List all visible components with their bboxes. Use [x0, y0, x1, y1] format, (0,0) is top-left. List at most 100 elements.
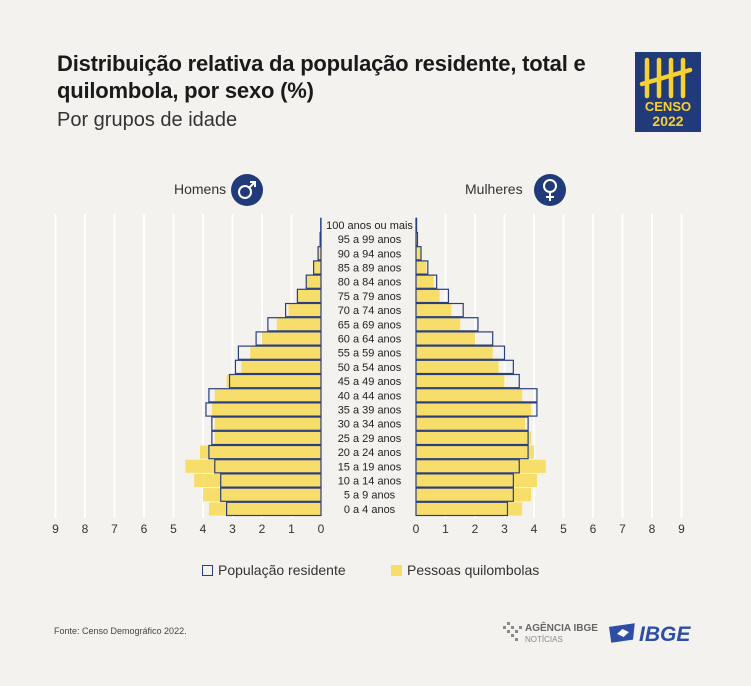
- bar-men-quilombola: [214, 431, 321, 445]
- bar-women-quilombola: [416, 275, 434, 289]
- men-label: Homens: [174, 181, 227, 197]
- noticias-text: NOTÍCIAS: [525, 635, 563, 644]
- bar-men-quilombola: [262, 331, 321, 346]
- source-note: Fonte: Censo Demográfico 2022.: [54, 626, 187, 636]
- x-tick-label: 7: [111, 522, 118, 536]
- x-tick-label: 9: [678, 522, 685, 536]
- x-tick-label: 1: [288, 522, 295, 536]
- bar-men-total: [296, 288, 322, 304]
- age-group-label: 10 a 14 anos: [338, 476, 402, 488]
- bar-men-total: [319, 231, 322, 247]
- bar-men-quilombola: [214, 388, 321, 402]
- bar-women-total: [415, 416, 529, 431]
- legend-swatch-total: [202, 564, 213, 576]
- legend-label-quilombola: Pessoas quilombolas: [407, 562, 540, 578]
- x-tick-label: 0: [318, 522, 325, 536]
- ibge-text: IBGE: [639, 623, 691, 646]
- bar-women-quilombola: [416, 459, 546, 473]
- age-group-label: 95 a 99 anos: [338, 234, 402, 246]
- bar-women-total: [415, 302, 464, 318]
- age-group-label: 80 a 84 anos: [338, 277, 402, 289]
- bar-men-total: [211, 416, 322, 431]
- age-group-label: 55 a 59 anos: [338, 348, 402, 360]
- bar-men-total: [234, 359, 322, 375]
- age-group-label: 25 a 29 anos: [338, 433, 402, 445]
- age-group-label: 100 anos ou mais: [326, 220, 413, 232]
- agencia-text: AGÊNCIA IBGE: [525, 621, 598, 634]
- bar-men-total: [226, 501, 322, 517]
- bar-women-total: [415, 331, 494, 346]
- age-group-label: 60 a 64 anos: [338, 334, 402, 346]
- logo-text-censo: CENSO: [645, 99, 691, 114]
- bar-men-quilombola: [276, 317, 321, 331]
- bar-women-quilombola: [416, 374, 505, 388]
- bar-women-quilombola: [416, 417, 526, 431]
- bar-men-total: [317, 246, 322, 261]
- legend-swatch-quilombola: [391, 564, 402, 576]
- bar-men-total: [255, 331, 322, 346]
- age-group-label: 20 a 24 anos: [338, 447, 402, 459]
- bar-men-total: [205, 402, 322, 417]
- bar-women-total: [415, 501, 509, 517]
- bar-women-quilombola: [416, 346, 493, 360]
- bar-women-quilombola: [416, 388, 523, 402]
- agencia-ibge-noticias-logo: AGÊNCIA IBGE NOTÍCIAS: [503, 621, 598, 644]
- x-tick-label: 4: [531, 522, 538, 536]
- bar-women-quilombola: [416, 473, 537, 488]
- female-symbol-icon: [534, 174, 566, 206]
- bar-women-quilombola: [416, 303, 452, 317]
- bar-men-total: [305, 274, 322, 289]
- age-group-label: 65 a 69 anos: [338, 319, 402, 331]
- bar-women-total: [415, 388, 538, 403]
- bar-women-total: [415, 246, 422, 261]
- x-tick-label: 9: [52, 522, 59, 536]
- age-group-label: 70 a 74 anos: [338, 305, 402, 317]
- bar-men-total: [313, 260, 322, 275]
- age-group-label: 40 a 44 anos: [338, 390, 402, 402]
- censo-2022-logo: CENSO 2022: [635, 52, 701, 132]
- age-group-label: 75 a 79 anos: [338, 291, 402, 303]
- bar-women-quilombola: [416, 260, 427, 275]
- bar-men-quilombola: [194, 473, 321, 488]
- bar-women-total: [415, 260, 429, 275]
- x-tick-label: 5: [170, 522, 177, 536]
- bar-women-quilombola: [416, 502, 523, 516]
- chart-title: Distribuição relativa da população resid…: [57, 51, 586, 103]
- bar-women-quilombola: [416, 360, 499, 374]
- bar-women-total: [415, 459, 520, 474]
- bar-women-total: [415, 402, 538, 417]
- x-tick-label: 6: [141, 522, 148, 536]
- bar-women-total: [415, 217, 418, 233]
- bar-men-quilombola: [208, 502, 321, 516]
- bar-men-quilombola: [306, 275, 321, 289]
- bar-women-total: [415, 473, 514, 488]
- bar-men-quilombola: [288, 303, 321, 317]
- bar-men-quilombola: [226, 374, 321, 388]
- bar-men-quilombola: [313, 260, 321, 275]
- bar-women-total: [415, 487, 514, 502]
- bar-women-quilombola: [416, 488, 532, 502]
- age-group-label: 5 a 9 anos: [344, 490, 396, 502]
- age-group-label: 85 a 89 anos: [338, 263, 402, 275]
- chart-subtitle: Por grupos de idade: [57, 109, 238, 131]
- bar-women-total: [415, 444, 529, 460]
- bar-men-total: [220, 487, 322, 502]
- x-tick-label: 1: [442, 522, 449, 536]
- bar-men-quilombola: [203, 488, 321, 502]
- age-group-label: 45 a 49 anos: [338, 376, 402, 388]
- bar-men-total: [208, 444, 322, 460]
- legend-quilombola: Pessoas quilombolas: [391, 562, 539, 578]
- bar-men-total: [208, 388, 322, 403]
- bar-women-total: [415, 373, 520, 389]
- bar-women-quilombola: [416, 246, 421, 260]
- bar-men-total: [237, 345, 322, 360]
- x-tick-label: 8: [82, 522, 89, 536]
- age-group-label: 15 a 19 anos: [338, 461, 402, 473]
- bar-women-total: [415, 359, 514, 375]
- bar-men-quilombola: [211, 402, 321, 417]
- women-label: Mulheres: [465, 181, 523, 197]
- bar-women-quilombola: [416, 402, 532, 417]
- bar-women-total: [415, 345, 506, 360]
- bar-women-quilombola: [416, 289, 440, 303]
